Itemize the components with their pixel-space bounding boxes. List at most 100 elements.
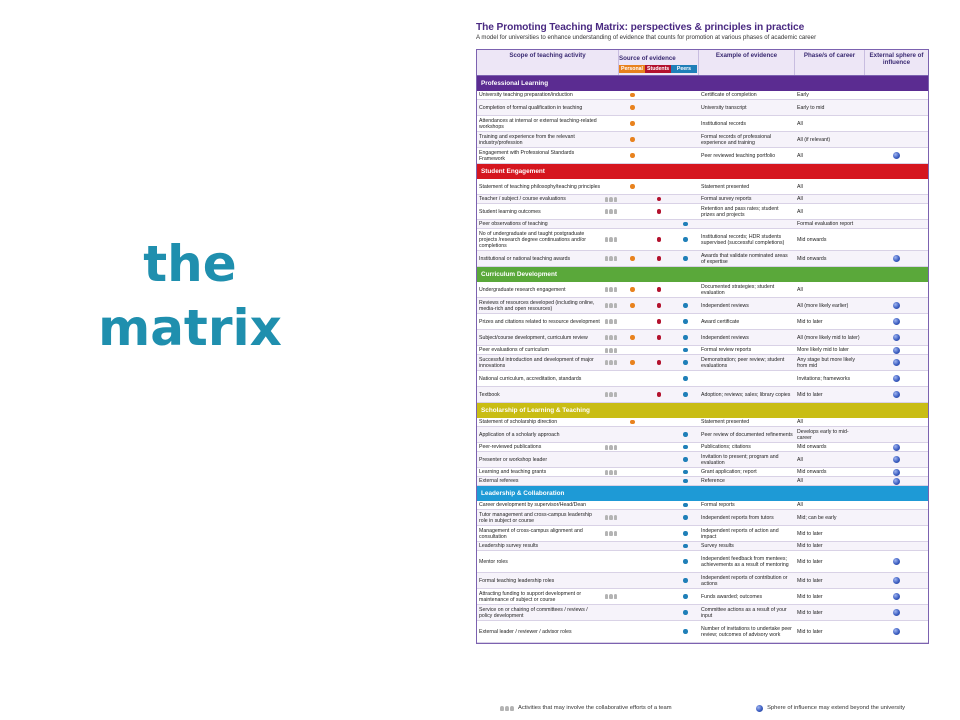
- example-cell: Independent reviews: [701, 302, 749, 309]
- scope-cell: Presenter or workshop leader: [479, 456, 548, 463]
- source-cell-peers: [672, 153, 699, 158]
- globe-icon: [893, 152, 900, 159]
- source-cell-students: [646, 610, 673, 615]
- source-cell-personal: [619, 184, 646, 189]
- source-keys: Personal Students Peers: [619, 64, 697, 73]
- source-cell-peers: [672, 478, 699, 484]
- source-cells: [619, 432, 699, 437]
- matrix-row: Mentor roles Independent feedback from me…: [477, 551, 928, 573]
- phase-cell: All: [797, 120, 803, 127]
- source-cell-personal: [619, 319, 646, 324]
- matrix-row: Prizes and citations related to resource…: [477, 314, 928, 330]
- example-cell: Committee actions as a result of your in…: [701, 606, 787, 619]
- team-icon: [605, 237, 617, 242]
- external-cell: [865, 334, 928, 341]
- students-dot: [656, 392, 662, 397]
- source-cell-personal: [619, 348, 646, 353]
- external-cell: [865, 577, 928, 584]
- source-cell-personal: [619, 578, 646, 583]
- external-cell: [865, 255, 928, 262]
- example-cell: Independent reviews: [701, 334, 749, 341]
- source-cell-students: [646, 237, 673, 242]
- source-cell-personal: [619, 256, 646, 261]
- phase-cell: All: [797, 478, 803, 484]
- source-cell-students: [646, 420, 673, 425]
- matrix-row: Statement of teaching philosophy/teachin…: [477, 179, 928, 195]
- source-cell-personal: [619, 531, 646, 536]
- matrix-row: Service on or chairing of committees / r…: [477, 605, 928, 621]
- source-cell-peers: [672, 221, 699, 227]
- example-cell: Independent reports of contribution or a…: [701, 574, 788, 587]
- phase-cell: Mid to later: [797, 609, 823, 616]
- matrix-row: Textbook Adoption; reviews; sales; librar…: [477, 387, 928, 403]
- students-dot: [656, 287, 662, 292]
- source-cell-personal: [619, 197, 646, 202]
- source-cell-students: [646, 544, 673, 549]
- source-cell-personal: [619, 544, 646, 549]
- source-cell-personal: [619, 360, 646, 365]
- phase-cell: All: [797, 196, 803, 202]
- peers-dot: [683, 256, 688, 261]
- scope-cell: Reviews of resources developed (includin…: [479, 299, 595, 312]
- source-cell-peers: [672, 420, 699, 425]
- matrix-row: Peer observations of teaching Formal eval…: [477, 220, 928, 229]
- external-cell: [865, 593, 928, 600]
- source-cells: [619, 153, 699, 158]
- source-cell-peers: [672, 531, 699, 536]
- matrix-document: The Promoting Teaching Matrix: perspecti…: [470, 16, 932, 720]
- source-cell-personal: [619, 376, 646, 381]
- peers-dot: [683, 432, 688, 437]
- example-cell: Reference: [701, 478, 725, 484]
- team-cell: [603, 319, 619, 324]
- header-example: Example of evidence: [699, 50, 795, 75]
- matrix-row: Subject/course development, curriculum r…: [477, 330, 928, 346]
- students-dot: [656, 303, 662, 308]
- team-cell: [603, 469, 619, 475]
- students-dot: [656, 335, 662, 340]
- section-header: Student Engagement: [477, 164, 928, 179]
- students-dot: [656, 209, 662, 214]
- students-dot: [656, 256, 662, 261]
- matrix-row: Statement of scholarship direction Statem…: [477, 418, 928, 427]
- team-cell: [603, 196, 619, 202]
- source-cell-peers: [672, 610, 699, 615]
- team-icon: [605, 594, 617, 599]
- example-cell: Independent reports of action and impact: [701, 527, 779, 540]
- phase-cell: All: [797, 152, 803, 159]
- header-phase: Phase/s of career: [795, 50, 865, 75]
- example-cell: University transcript: [701, 104, 747, 111]
- team-icon: [605, 515, 617, 520]
- team-icon: [605, 287, 617, 292]
- scope-cell: Textbook: [479, 391, 500, 398]
- source-cell-personal: [619, 445, 646, 450]
- scope-cell: No of undergraduate and taught postgradu…: [479, 230, 586, 249]
- source-cells: [619, 209, 699, 214]
- source-cell-students: [646, 105, 673, 110]
- phase-cell: Mid to later: [797, 628, 823, 635]
- source-cell-peers: [672, 93, 699, 98]
- example-cell: Peer reviewed teaching portfolio: [701, 152, 776, 159]
- source-cell-peers: [672, 457, 699, 462]
- source-cell-students: [646, 559, 673, 564]
- phase-cell: Early: [797, 92, 809, 98]
- source-cell-personal: [619, 457, 646, 462]
- source-cell-peers: [672, 376, 699, 381]
- source-cell-peers: [672, 319, 699, 324]
- team-icon: [605, 319, 617, 324]
- external-cell: [865, 391, 928, 398]
- scope-cell: National curriculum, accreditation, stan…: [479, 375, 582, 382]
- source-cell-students: [646, 209, 673, 214]
- source-cell-peers: [672, 578, 699, 583]
- scope-cell: Attendances at internal or external teac…: [479, 117, 597, 130]
- external-cell: [865, 468, 928, 476]
- phase-cell: Mid onwards: [797, 444, 827, 450]
- source-cell-students: [646, 470, 673, 475]
- source-cell-personal: [619, 479, 646, 484]
- source-cell-personal: [619, 594, 646, 599]
- phase-cell: All (more likely mid to later): [797, 334, 860, 341]
- source-cell-peers: [672, 543, 699, 549]
- phase-cell: All: [797, 208, 803, 215]
- source-cell-personal: [619, 209, 646, 214]
- matrix-row: Training and experience from the relevan…: [477, 132, 928, 148]
- source-cell-students: [646, 578, 673, 583]
